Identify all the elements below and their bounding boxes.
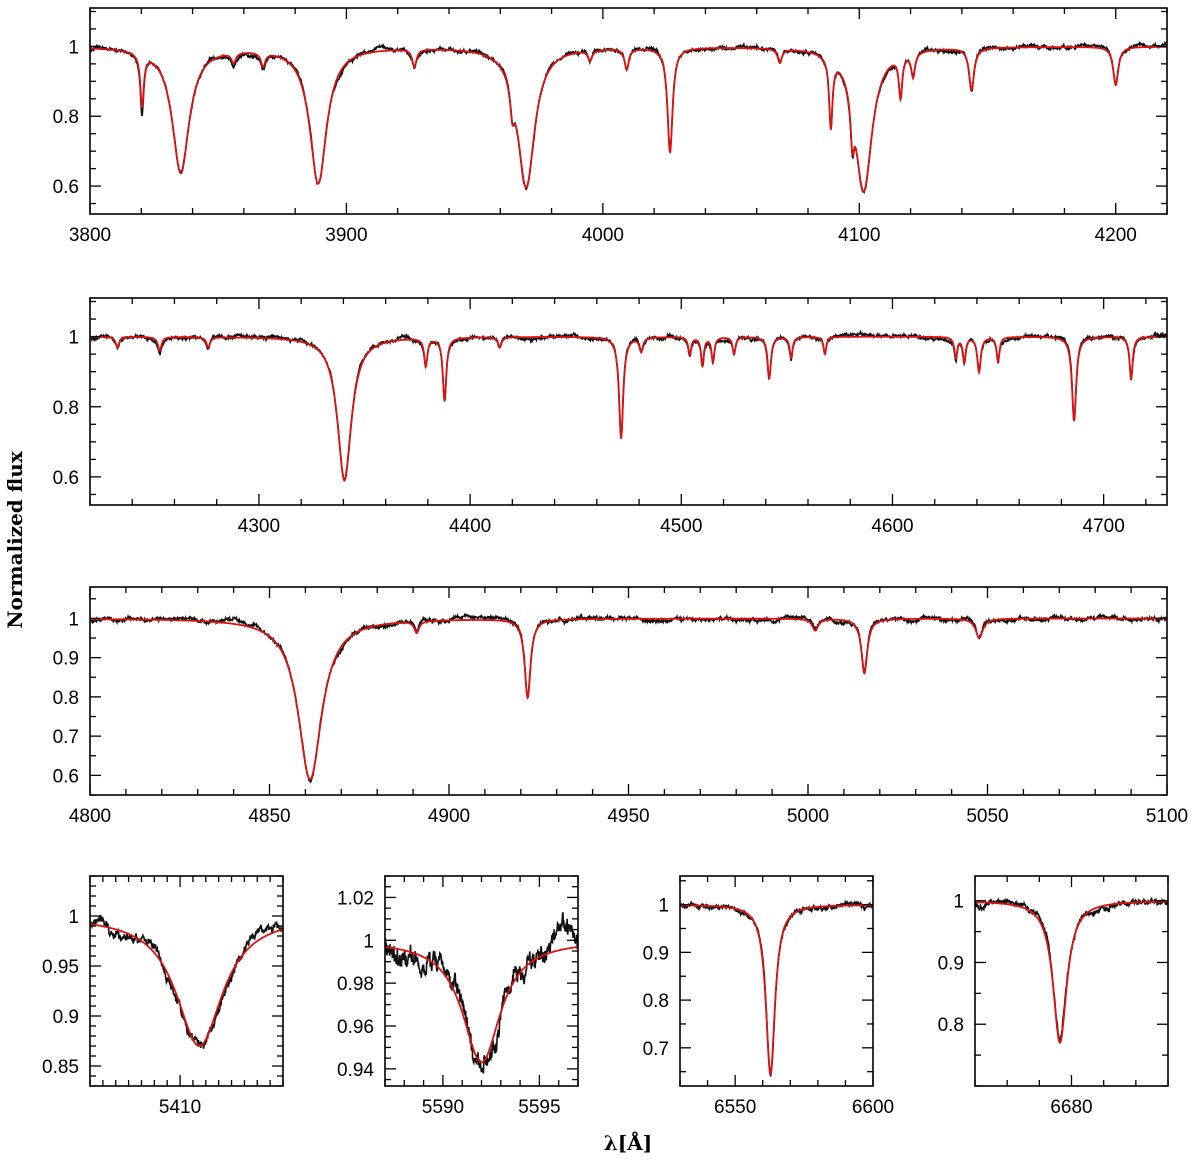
spectrum-panel-7: 6680 0.8 0.9 1: [938, 875, 1169, 1118]
observed-spectrum-line: [90, 329, 1167, 482]
plot-frame: [89, 875, 284, 1087]
x-tick-label: 4850: [248, 806, 290, 827]
y-tick-label: 0.96: [337, 1017, 374, 1038]
y-tick-label: 0.85: [42, 1057, 79, 1078]
y-tick-label: 1: [68, 907, 79, 928]
x-tick-label: 4700: [1083, 516, 1125, 537]
x-tick-label: 4950: [607, 806, 649, 827]
spectrum-panel-5: 5590 5595 0.94 0.96 0.98 1 1.02: [337, 875, 579, 1118]
y-tick-label: 1: [68, 37, 79, 58]
y-tick-label: 0.8: [643, 991, 669, 1012]
spectrum-panel-3: 4800 4850 4900 4950 5000 5050 5100 0.6 0.7 0.8 0.9…: [53, 586, 1188, 827]
plot-frame: [679, 875, 874, 1087]
y-tick-label: 0.9: [53, 649, 79, 670]
x-tick-label: 5000: [787, 806, 829, 827]
x-tick-label: 4500: [660, 516, 702, 537]
x-tick-label: 5410: [159, 1097, 201, 1118]
y-tick-label: 1: [953, 892, 964, 913]
y-tick-label: 0.7: [643, 1039, 669, 1060]
tick-marks: [974, 876, 1169, 1087]
y-tick-label: 0.9: [643, 943, 669, 964]
y-tick-label: 1.02: [337, 888, 374, 909]
y-tick-label: 0.98: [337, 974, 374, 995]
spectrum-panel-6: 6550 6600 0.7 0.8 0.9 1: [643, 875, 894, 1118]
x-tick-label: 6680: [1050, 1097, 1092, 1118]
tick-marks: [384, 875, 579, 1086]
plot-frame: [89, 7, 1168, 215]
model-spectrum-line: [385, 946, 578, 1064]
y-tick-label: 0.6: [53, 766, 79, 787]
observed-spectrum-line: [90, 915, 283, 1049]
x-tick-label: 5050: [966, 806, 1008, 827]
y-tick-label: 1: [68, 328, 79, 349]
x-tick-label: 4100: [838, 225, 880, 246]
observed-spectrum-line: [385, 912, 578, 1074]
y-tick-label: 0.9: [53, 1007, 79, 1028]
x-tick-label: 4200: [1095, 225, 1137, 246]
model-spectrum-line: [90, 45, 1167, 193]
x-tick-label: 5595: [518, 1097, 560, 1118]
y-tick-label: 0.6: [53, 177, 79, 198]
plot-frame: [89, 297, 1168, 506]
tick-marks: [89, 875, 284, 1087]
model-spectrum-line: [975, 900, 1168, 1044]
y-axis-title: Normalized flux: [3, 450, 27, 629]
y-tick-label: 0.8: [53, 688, 79, 709]
y-tick-label: 0.94: [337, 1060, 374, 1081]
spectrum-panel-2: 4300 4400 4500 4600 4700 0.6 0.8 1: [53, 297, 1168, 537]
model-spectrum-line: [90, 335, 1167, 482]
observed-spectrum-line: [90, 612, 1167, 784]
y-tick-label: 1: [68, 609, 79, 630]
y-tick-label: 0.95: [42, 957, 79, 978]
x-tick-label: 5590: [422, 1097, 464, 1118]
observed-spectrum-line: [975, 896, 1168, 1042]
model-spectrum-line: [90, 617, 1167, 781]
y-tick-label: 0.8: [53, 107, 79, 128]
y-tick-label: 1: [363, 931, 374, 952]
y-tick-label: 0.8: [53, 398, 79, 419]
x-tick-label: 3900: [325, 225, 367, 246]
tick-marks: [89, 8, 1168, 214]
model-spectrum-line: [90, 923, 283, 1047]
x-tick-label: 4300: [238, 516, 280, 537]
tick-marks: [89, 298, 1167, 505]
plot-frame: [384, 875, 579, 1087]
y-tick-label: 0.9: [938, 953, 964, 974]
x-tick-label: 6600: [852, 1097, 894, 1118]
x-tick-label: 5100: [1146, 806, 1188, 827]
y-tick-label: 0.8: [938, 1015, 964, 1036]
tick-marks: [679, 876, 874, 1086]
y-tick-label: 1: [658, 896, 669, 917]
x-tick-label: 4000: [582, 225, 624, 246]
y-tick-label: 0.6: [53, 468, 79, 489]
x-tick-label: 6550: [714, 1097, 756, 1118]
x-tick-label: 3800: [69, 225, 111, 246]
x-tick-label: 4800: [69, 806, 111, 827]
tick-marks: [89, 587, 1168, 796]
x-tick-label: 4400: [449, 516, 491, 537]
plot-frame: [974, 875, 1169, 1087]
spectrum-panel-1: 3800 3900 4000 4100 4200 0.6 0.8 1: [53, 7, 1168, 246]
x-tick-label: 4600: [871, 516, 913, 537]
x-tick-label: 4900: [428, 806, 470, 827]
x-axis-title: λ[Å]: [604, 1131, 652, 1155]
model-spectrum-line: [680, 904, 873, 1076]
y-tick-label: 0.7: [53, 727, 79, 748]
spectrum-panel-4: 5410 0.85 0.9 0.95 1: [42, 875, 284, 1118]
